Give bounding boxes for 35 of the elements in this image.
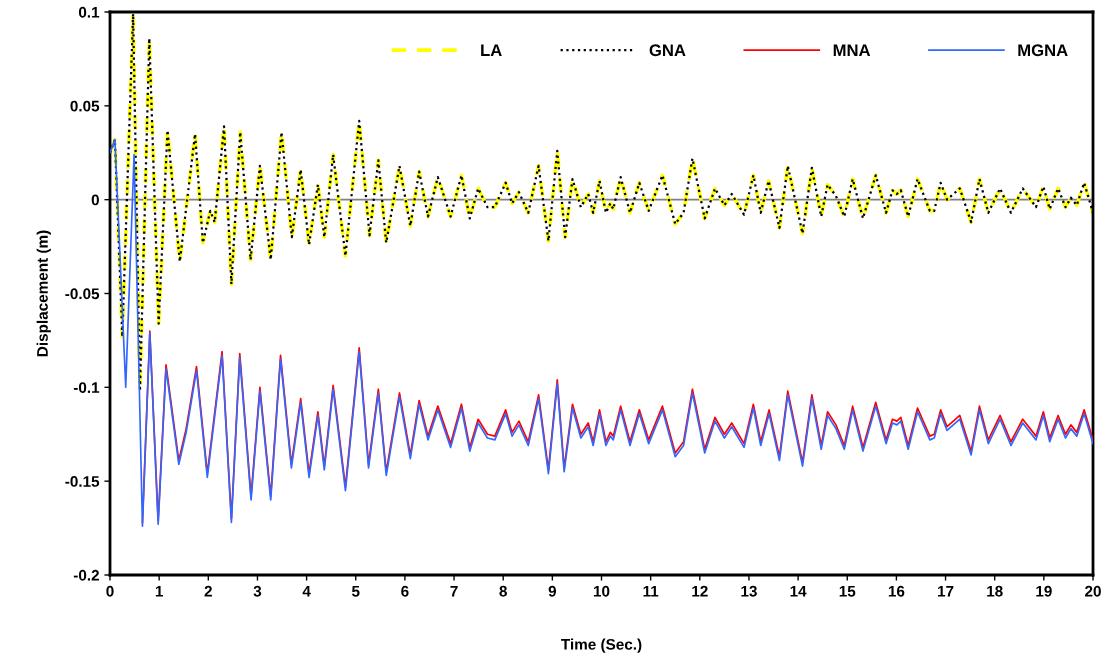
x-tick-label: 11 [643,585,659,597]
x-tick-label: 16 [888,585,905,597]
line-series [110,138,1093,528]
legend-label: MNA [833,44,871,56]
x-tick-label: 3 [253,585,262,597]
legend-label: MGNA [1018,44,1068,57]
x-tick-label: 2 [204,585,212,597]
x-tick-label: 15 [839,585,856,597]
y-tick-label: 0.1 [78,6,100,18]
x-tick-label: 10 [593,585,610,597]
x-tick-label: 13 [741,585,757,597]
x-tick-label: 14 [790,585,807,597]
x-tick-label: 20 [1085,585,1101,597]
y-tick-label: -0.2 [73,569,99,581]
x-tick-label: 6 [401,585,409,597]
x-tick-label: 5 [351,585,360,597]
x-tick-label: 18 [987,585,1003,597]
y-axis-title: Displacement (m) [36,230,51,357]
x-tick-label: 8 [499,585,507,597]
x-tick-label: 19 [1036,585,1052,597]
x-tick-label: 9 [548,585,557,597]
y-tick-label: 0.05 [70,100,100,112]
x-axis-title: Time (Sec.) [561,638,642,653]
x-tick-label: 12 [692,585,708,597]
y-tick-label: -0.05 [65,288,100,300]
x-tick-label: 1 [155,585,163,597]
y-tick-label: -0.15 [65,476,100,487]
x-tick-label: 17 [938,585,954,597]
x-tick-label: 0 [106,585,114,597]
x-tick-label: 4 [302,585,311,597]
y-tick-label: 0 [91,194,99,206]
legend-label: GNA [649,44,686,57]
legend-label: LA [481,44,502,56]
x-tick-label: 7 [450,585,458,597]
y-tick-label: -0.1 [73,382,100,394]
